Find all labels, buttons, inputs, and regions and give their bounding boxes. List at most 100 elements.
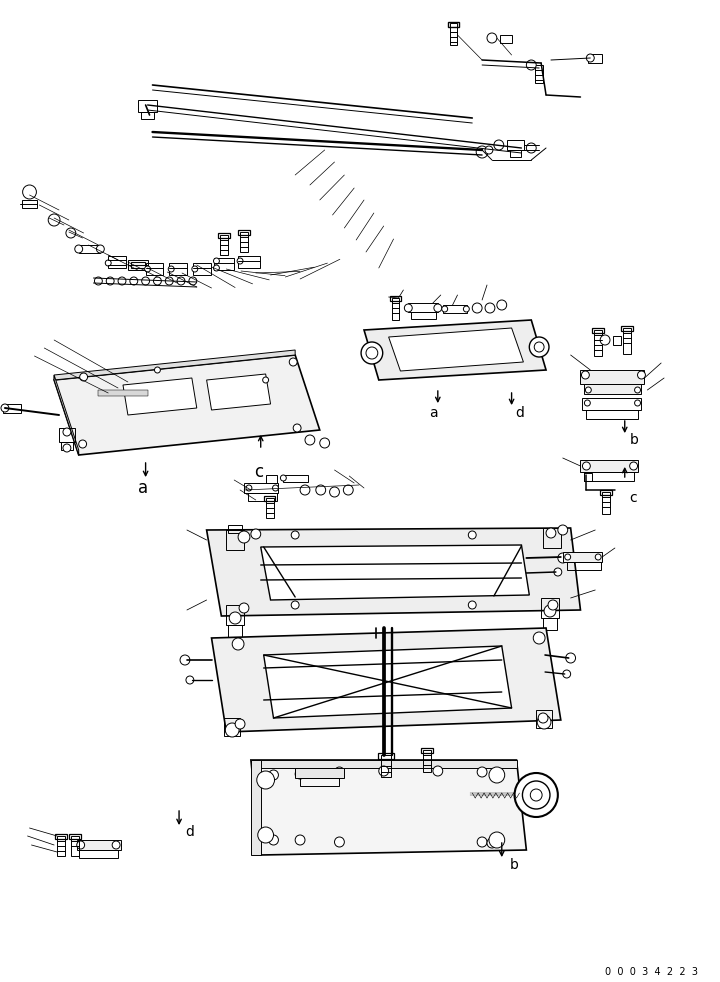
Circle shape	[22, 185, 37, 199]
Circle shape	[239, 603, 249, 613]
Circle shape	[1, 404, 9, 412]
Polygon shape	[261, 545, 529, 600]
Circle shape	[523, 781, 550, 809]
Circle shape	[366, 347, 378, 359]
Polygon shape	[212, 628, 561, 732]
Circle shape	[600, 335, 610, 345]
Bar	[585, 384, 642, 394]
Circle shape	[515, 773, 558, 817]
Circle shape	[468, 531, 476, 539]
Polygon shape	[251, 760, 261, 855]
Circle shape	[558, 553, 567, 563]
Bar	[108, 256, 126, 268]
Circle shape	[246, 485, 252, 491]
Bar	[594, 330, 602, 356]
Circle shape	[534, 632, 545, 644]
Circle shape	[289, 358, 297, 366]
Circle shape	[405, 304, 413, 312]
Circle shape	[273, 485, 279, 491]
Bar	[392, 298, 400, 320]
Bar	[378, 753, 394, 759]
Circle shape	[531, 789, 542, 801]
Bar	[295, 768, 344, 778]
Circle shape	[232, 638, 244, 650]
Bar	[448, 22, 459, 27]
Circle shape	[280, 475, 287, 481]
Polygon shape	[264, 646, 512, 718]
Bar	[264, 496, 276, 501]
Text: 0  0  0  3  4  2  2  3: 0 0 0 3 4 2 2 3	[605, 967, 698, 977]
Bar	[78, 245, 100, 253]
Bar	[586, 410, 637, 419]
Circle shape	[118, 277, 126, 285]
Bar	[421, 748, 433, 753]
Bar	[55, 834, 67, 839]
Circle shape	[237, 258, 243, 264]
Bar	[78, 850, 118, 858]
Circle shape	[305, 435, 315, 445]
Circle shape	[235, 719, 245, 729]
Bar	[582, 398, 642, 410]
Circle shape	[538, 713, 548, 723]
Bar	[3, 404, 21, 413]
Circle shape	[526, 60, 536, 70]
Bar	[220, 235, 228, 255]
Circle shape	[433, 766, 443, 776]
Bar	[228, 625, 242, 637]
Bar	[381, 755, 390, 777]
Bar	[57, 836, 65, 856]
Circle shape	[548, 600, 558, 610]
Bar	[580, 370, 644, 384]
Circle shape	[595, 554, 601, 560]
Bar	[585, 472, 634, 481]
Circle shape	[529, 337, 549, 357]
Bar	[145, 263, 163, 275]
Circle shape	[295, 769, 305, 779]
Bar	[71, 836, 78, 856]
Circle shape	[269, 835, 279, 845]
Circle shape	[582, 371, 590, 379]
Bar	[138, 100, 158, 112]
Circle shape	[335, 767, 344, 777]
Circle shape	[582, 462, 590, 470]
Bar	[77, 840, 121, 850]
Circle shape	[130, 277, 138, 285]
Circle shape	[63, 428, 71, 436]
Bar	[59, 428, 75, 442]
Circle shape	[295, 835, 305, 845]
Polygon shape	[251, 760, 526, 855]
Bar	[408, 303, 438, 312]
Circle shape	[105, 260, 111, 266]
Bar	[602, 492, 610, 514]
Bar	[225, 718, 240, 736]
Circle shape	[66, 228, 76, 238]
Bar	[193, 263, 210, 275]
Circle shape	[112, 841, 120, 849]
Bar	[580, 460, 637, 472]
Circle shape	[257, 771, 274, 789]
Circle shape	[487, 838, 497, 848]
Bar	[128, 260, 148, 270]
Text: a: a	[429, 406, 438, 420]
Bar	[507, 140, 524, 150]
Circle shape	[585, 387, 591, 393]
Bar	[238, 256, 260, 268]
Bar	[593, 328, 604, 333]
Circle shape	[251, 529, 261, 539]
Text: a: a	[138, 479, 148, 497]
Bar	[600, 490, 612, 495]
Circle shape	[537, 715, 551, 729]
Circle shape	[361, 342, 383, 364]
Circle shape	[472, 303, 482, 313]
Circle shape	[155, 367, 161, 373]
Circle shape	[229, 612, 241, 624]
Circle shape	[526, 143, 536, 153]
Circle shape	[534, 342, 544, 352]
Circle shape	[637, 371, 645, 379]
Polygon shape	[54, 350, 295, 380]
Text: c: c	[254, 463, 263, 481]
Bar	[266, 475, 277, 483]
Polygon shape	[123, 378, 197, 415]
Circle shape	[442, 306, 448, 312]
Bar	[613, 336, 621, 345]
